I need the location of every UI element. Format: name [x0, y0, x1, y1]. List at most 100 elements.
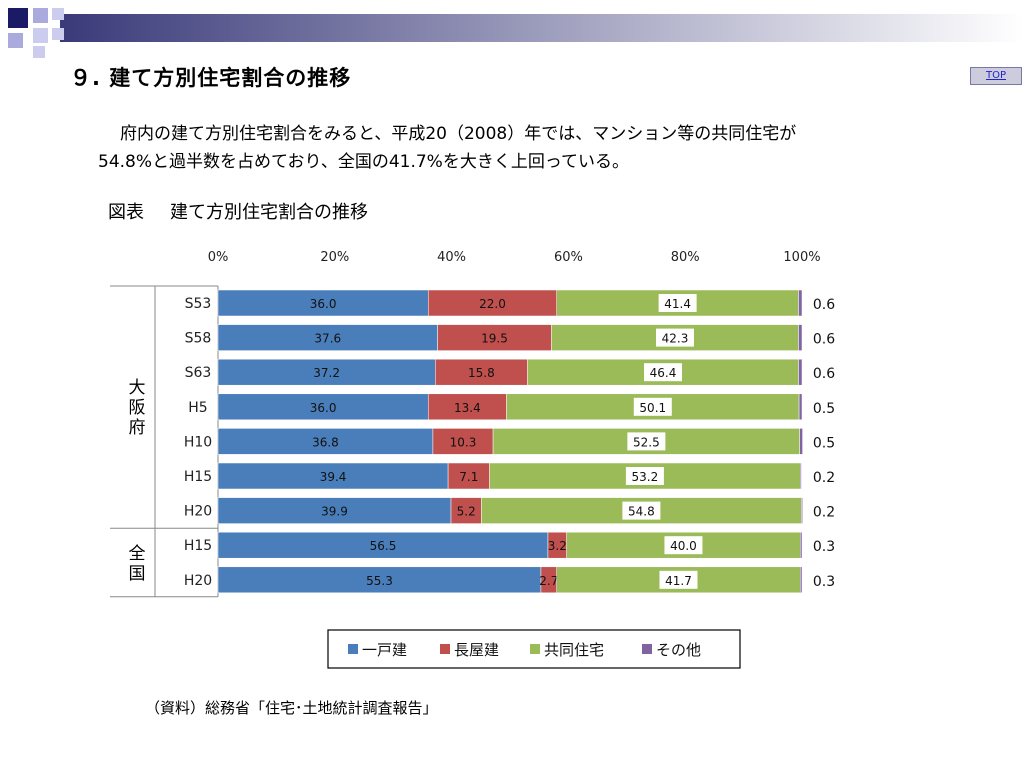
data-label: 2.7	[539, 574, 558, 588]
data-label: 36.0	[310, 297, 337, 311]
x-tick-label: 80%	[671, 250, 700, 265]
data-label: 46.4	[650, 366, 677, 380]
data-label: 55.3	[366, 574, 393, 588]
category-label: H20	[184, 573, 212, 589]
bar-segment	[217, 566, 542, 594]
bar-segment	[447, 462, 490, 490]
bar-segment	[217, 497, 452, 524]
data-label: 53.2	[632, 470, 659, 484]
bar-segment	[437, 324, 552, 351]
data-label: 0.6	[813, 366, 835, 382]
x-tick-label: 20%	[320, 250, 349, 265]
data-label: 42.3	[662, 332, 689, 346]
data-label: 3.2	[548, 539, 567, 553]
data-label: 40.0	[670, 539, 697, 553]
data-label: 0.5	[813, 435, 835, 451]
body-line-2: 54.8%と過半数を占めており、全国の41.7%を大きく上回っている。	[98, 152, 629, 172]
data-label-box	[622, 501, 661, 520]
category-label: H20	[184, 504, 212, 520]
source-note: （資料）総務省「住宅･土地統計調査報告」	[145, 699, 438, 717]
legend-box	[327, 629, 741, 669]
data-label: 50.1	[639, 401, 666, 415]
data-label: 39.4	[320, 470, 347, 484]
data-label: 0.3	[813, 574, 835, 590]
legend-label: 一戸建	[362, 641, 407, 659]
figure-caption: 図表 建て方別住宅割合の推移	[108, 198, 394, 224]
x-tick-label: 40%	[437, 250, 466, 265]
header-decoration	[8, 8, 1024, 58]
data-label: 15.8	[468, 366, 495, 380]
data-label-box	[625, 467, 664, 485]
data-label-box	[633, 397, 672, 416]
top-link[interactable]: TOP	[970, 67, 1022, 85]
data-label-box	[658, 294, 697, 312]
data-label: 0.6	[813, 297, 835, 313]
bar-segment	[217, 428, 434, 455]
data-label-box	[655, 328, 694, 347]
bar-segment	[798, 324, 803, 351]
legend-label: 長屋建	[454, 641, 499, 659]
category-label: S63	[185, 365, 212, 381]
x-tick-label: 60%	[554, 250, 583, 265]
data-label: 37.2	[313, 366, 340, 380]
data-label-box	[644, 363, 683, 382]
body-line-1: 府内の建て方別住宅割合をみると、平成20（2008）年では、マンション等の共同住…	[120, 124, 797, 144]
legend-label: その他	[656, 641, 701, 659]
data-label: 0.6	[813, 332, 835, 348]
category-label: S58	[185, 331, 212, 347]
data-label: 54.8	[628, 505, 655, 519]
bar-segment	[798, 393, 803, 421]
data-label: 41.4	[664, 297, 691, 311]
bar-segment	[799, 531, 803, 559]
data-label: 22.0	[479, 297, 506, 311]
legend-swatch	[530, 644, 540, 654]
data-label: 7.1	[459, 470, 478, 484]
data-label: 0.3	[813, 539, 835, 555]
legend-swatch	[642, 644, 652, 654]
bar-segment	[427, 289, 557, 317]
data-label: 0.5	[813, 401, 835, 417]
figure-title: 建て方別住宅割合の推移	[170, 202, 368, 223]
group-label: 阪	[129, 398, 146, 418]
data-label-box	[659, 570, 698, 589]
figure-label: 図表	[108, 202, 144, 223]
data-label-box	[664, 536, 703, 555]
group-label: 府	[129, 418, 146, 438]
data-label: 10.3	[450, 435, 477, 449]
bar-segment	[450, 497, 482, 524]
bar-segment	[217, 531, 549, 559]
group-label: 国	[129, 564, 146, 584]
category-label: S53	[185, 296, 212, 312]
data-label: 41.7	[665, 574, 692, 588]
bar-segment	[798, 358, 803, 386]
category-label: H5	[188, 400, 207, 416]
bar-segment	[217, 462, 449, 490]
legend-swatch	[348, 644, 358, 654]
legend-swatch	[440, 644, 450, 654]
data-label: 36.0	[310, 401, 337, 415]
group-label: 大	[129, 378, 146, 398]
bar-segment	[799, 428, 803, 455]
data-label: 37.6	[314, 332, 341, 346]
body-paragraph: 府内の建て方別住宅割合をみると、平成20（2008）年では、マンション等の共同住…	[98, 120, 958, 176]
category-label: H15	[184, 538, 212, 554]
data-label-box	[627, 432, 666, 451]
category-label: H15	[184, 469, 212, 485]
bar-segment	[427, 393, 507, 421]
x-tick-label: 100%	[783, 250, 820, 265]
bar-segment	[434, 358, 528, 386]
data-label: 0.2	[813, 505, 835, 521]
bar-segment	[217, 324, 438, 351]
data-label: 56.5	[370, 539, 397, 553]
page-title: ９. 建て方別住宅割合の推移	[70, 66, 352, 90]
x-tick-label: 0%	[208, 250, 229, 265]
bar-segment	[217, 289, 429, 317]
bar-segment	[217, 393, 429, 421]
data-label: 19.5	[481, 332, 508, 346]
category-label: H10	[184, 434, 212, 450]
group-label: 全	[129, 544, 146, 564]
bar-segment	[798, 289, 803, 317]
bar-segment	[799, 566, 803, 594]
bar-segment	[801, 497, 803, 524]
